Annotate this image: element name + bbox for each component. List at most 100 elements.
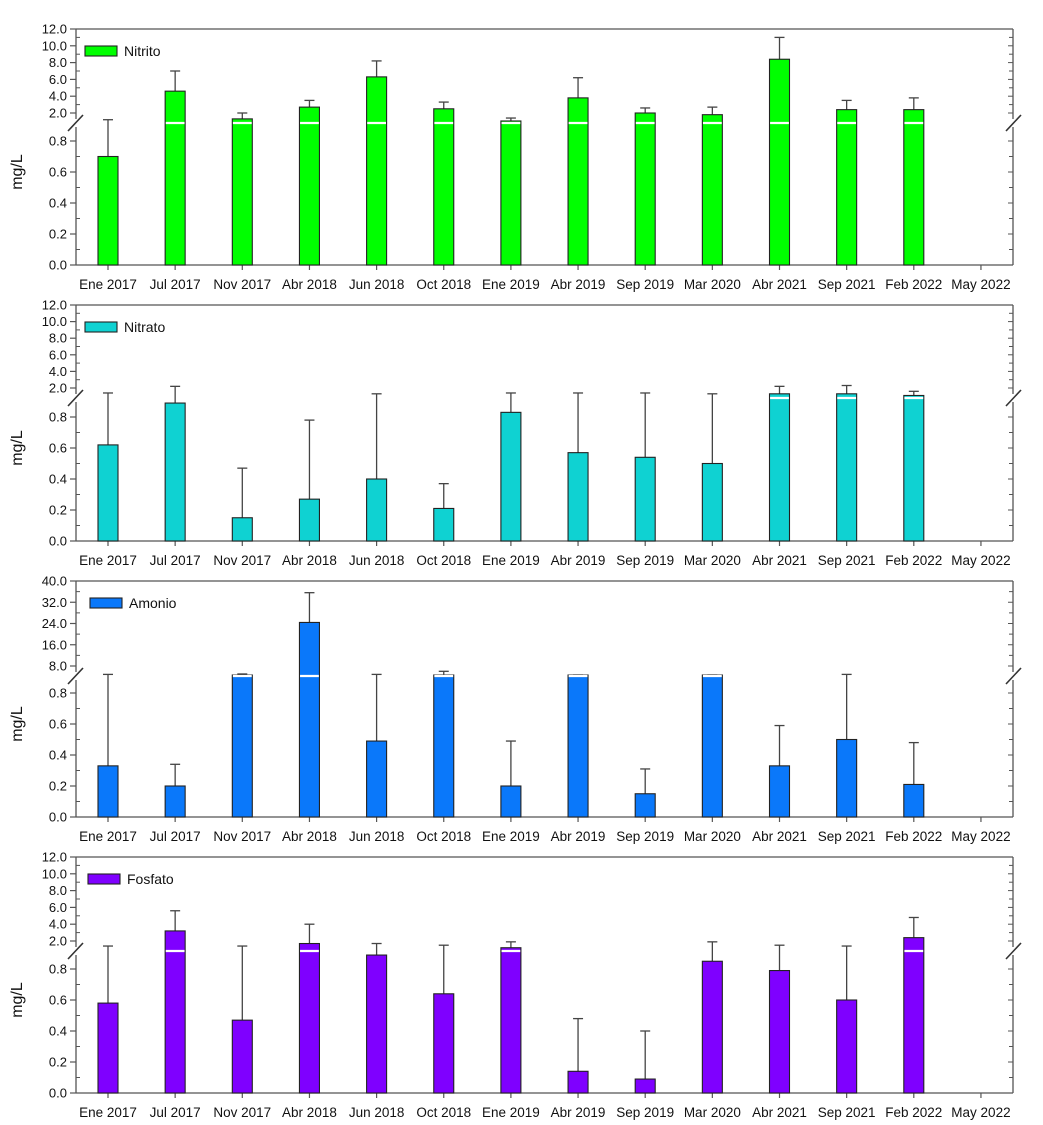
x-tick-label: Ene 2019 [482, 829, 540, 844]
y-tick-label: 0.2 [49, 779, 67, 794]
x-tick-label: Abr 2021 [752, 277, 807, 292]
x-tick-label: Sep 2021 [818, 553, 876, 568]
panel-fosfato: 0.0 0.2 0.4 0.6 0.8 2.0 4.0 6.0 8.0 10.012.0 mg/L E… [9, 850, 1022, 1120]
x-tick-label: May 2022 [951, 277, 1010, 292]
x-tick-label: Mar 2020 [684, 553, 741, 568]
x-tick-label: Feb 2022 [885, 1105, 942, 1120]
bar [298, 106, 321, 266]
bar [231, 1019, 253, 1094]
bar [164, 930, 186, 1094]
bar [836, 738, 858, 818]
bar [433, 108, 455, 266]
bar [903, 109, 925, 266]
x-tick-label: Jul 2017 [150, 277, 201, 292]
bar [366, 478, 388, 542]
bar [634, 112, 656, 266]
x-tick-label: Jun 2018 [349, 277, 405, 292]
x-tick-label: Ene 2019 [482, 1105, 540, 1120]
bar [164, 785, 186, 818]
axis-break-mark-right [1005, 389, 1022, 407]
bar [164, 90, 186, 266]
bar [903, 783, 925, 818]
x-tick-label: Feb 2022 [885, 553, 942, 568]
y-tick-label: 40.0 [42, 574, 67, 589]
y-tick-label: 16.0 [42, 637, 67, 652]
x-tick-label: Mar 2020 [684, 829, 741, 844]
y-tick-label: 0.6 [49, 441, 67, 456]
y-axis-label: mg/L [9, 154, 26, 190]
y-tick-label: 24.0 [42, 616, 67, 631]
x-tick-label: Jun 2018 [349, 553, 405, 568]
bar [97, 1002, 119, 1094]
bar [567, 1070, 589, 1094]
x-tick-label: Oct 2018 [416, 829, 471, 844]
x-tick-label: Abr 2019 [551, 277, 606, 292]
x-tick-label: Abr 2018 [282, 553, 337, 568]
bar [433, 993, 455, 1094]
y-tick-label: 0.8 [49, 410, 67, 425]
bar [231, 118, 253, 266]
x-tick-label: Jul 2017 [150, 553, 201, 568]
y-tick-label: 0.0 [49, 810, 67, 825]
bar [768, 765, 791, 818]
axis-break-mark-right [1005, 114, 1022, 132]
x-tick-label: Sep 2021 [818, 1105, 876, 1120]
x-tick-label: Jul 2017 [150, 1105, 201, 1120]
bar [567, 97, 589, 266]
x-tick-label: Oct 2018 [416, 277, 471, 292]
x-tick-label: Nov 2017 [213, 553, 271, 568]
bar [298, 942, 321, 1094]
panel-nitrato: 0.0 0.2 0.4 0.6 0.8 2.0 4.0 6.08.0 10.012.0 mg/L E… [9, 298, 1022, 568]
x-tick-label: Abr 2018 [282, 277, 337, 292]
legend-label: Nitrato [124, 319, 165, 335]
bar [500, 947, 522, 1094]
x-tick-label: Jul 2017 [150, 829, 201, 844]
x-tick-label: Sep 2019 [616, 553, 674, 568]
x-tick-label: May 2022 [951, 1105, 1010, 1120]
x-tick-label: Nov 2017 [213, 277, 271, 292]
y-tick-label: 2.0 [49, 381, 67, 396]
legend-swatch [87, 873, 121, 885]
legend-label: Nitrito [124, 43, 161, 59]
x-tick-label: Ene 2017 [79, 829, 137, 844]
y-tick-label: 12.0 [42, 850, 67, 865]
y-tick-label: 6.0 [49, 347, 67, 362]
y-tick-label: 0.6 [49, 717, 67, 732]
x-tick-label: Sep 2021 [818, 277, 876, 292]
x-tick-label: Jun 2018 [349, 829, 405, 844]
y-tick-label: 12.0 [42, 22, 67, 37]
axis-break-mark-left [67, 942, 84, 960]
x-tick-label: Ene 2017 [79, 277, 137, 292]
y-tick-label: 0.6 [49, 993, 67, 1008]
axis-break-mark-left [67, 114, 84, 132]
x-tick-label: Abr 2021 [752, 553, 807, 568]
x-tick-label: Sep 2021 [818, 829, 876, 844]
x-tick-label: Abr 2018 [282, 829, 337, 844]
bar [768, 969, 791, 1094]
y-tick-label: 8.0 [49, 55, 67, 70]
y-axis-label: mg/L [9, 706, 26, 742]
y-tick-label: 32.0 [42, 595, 67, 610]
y-tick-label: 0.8 [49, 962, 67, 977]
x-tick-label: Abr 2019 [551, 1105, 606, 1120]
bar [567, 674, 589, 818]
axis-break-mark-right [1005, 942, 1022, 960]
bar [701, 114, 723, 266]
axis-break-mark-left [67, 667, 84, 685]
y-tick-label: 6.0 [49, 900, 67, 915]
panel-amonio: 0.0 0.2 0.4 0.6 0.8 8.0 16.0 24.0 32.0 40.0 mg/L En… [9, 574, 1022, 844]
y-tick-label: 0.6 [49, 165, 67, 180]
bar [97, 444, 119, 542]
y-tick-label: 4.0 [49, 917, 67, 932]
y-tick-label: 8.0 [49, 659, 67, 674]
x-tick-label: Ene 2017 [79, 553, 137, 568]
legend-label: Amonio [129, 595, 177, 611]
bar [366, 76, 388, 266]
x-tick-label: Abr 2021 [752, 829, 807, 844]
bar [634, 456, 656, 542]
legend-swatch [84, 321, 118, 333]
bar [701, 674, 723, 818]
bar [500, 120, 522, 266]
bar [768, 393, 791, 542]
y-tick-label: 0.4 [49, 1024, 67, 1039]
